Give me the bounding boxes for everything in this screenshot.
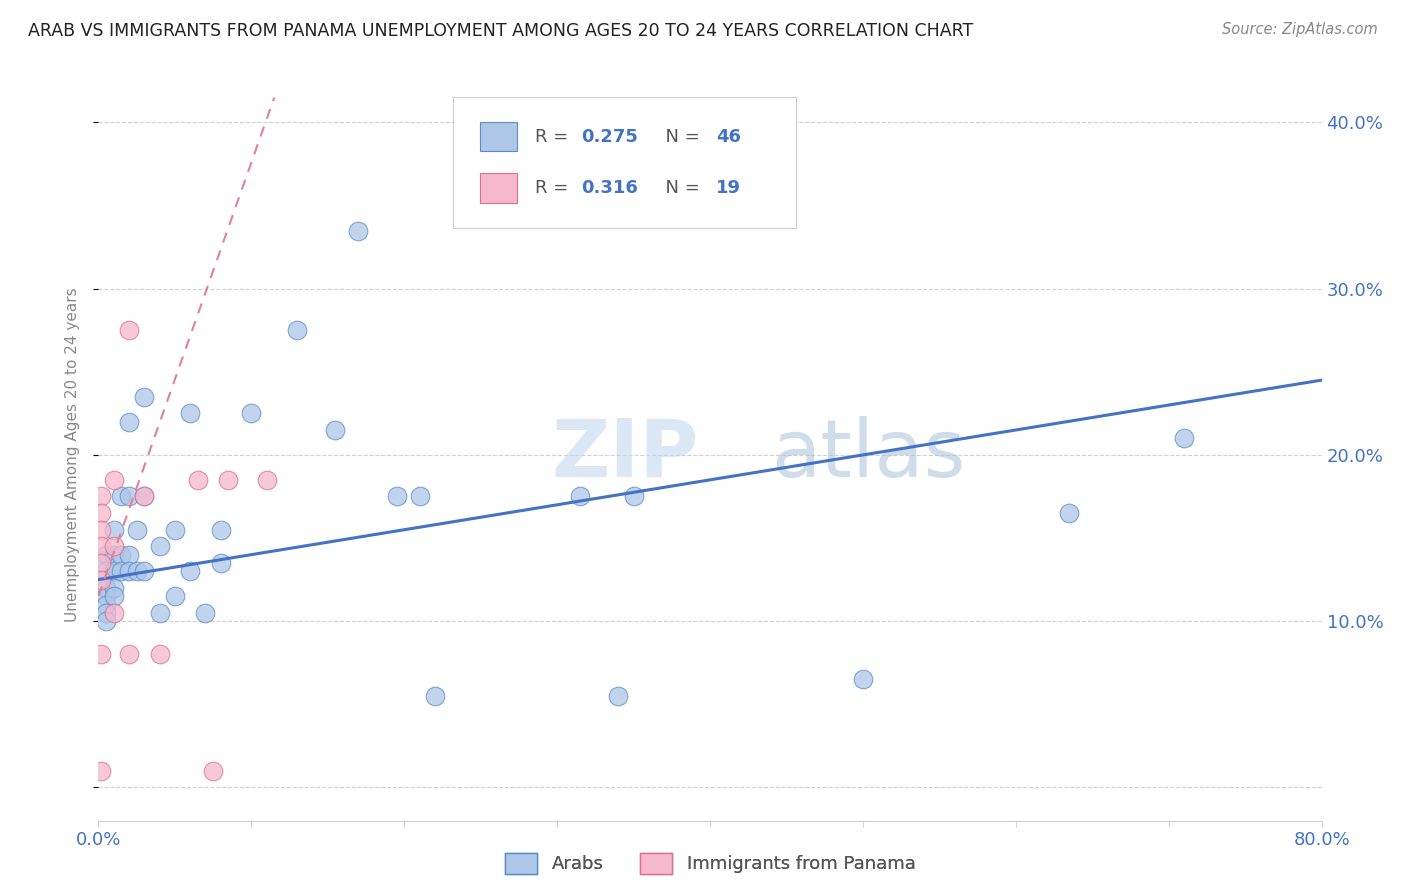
Point	[90, 506, 112, 520]
Text: 19: 19	[716, 179, 741, 197]
Point	[90, 556, 112, 570]
Point	[90, 573, 112, 587]
Point	[1173, 431, 1195, 445]
Point	[209, 523, 232, 537]
Point	[118, 648, 141, 662]
Point	[110, 564, 132, 578]
Point	[187, 473, 209, 487]
Bar	[479, 122, 517, 152]
Point	[240, 406, 263, 420]
Point	[217, 473, 239, 487]
Point	[623, 490, 645, 504]
Point	[103, 539, 125, 553]
Point	[103, 581, 125, 595]
Point	[569, 490, 592, 504]
Point	[94, 598, 117, 612]
Point	[103, 523, 125, 537]
Point	[256, 473, 278, 487]
Point	[202, 764, 225, 778]
Text: 0.275: 0.275	[582, 128, 638, 145]
Point	[90, 648, 112, 662]
Point	[163, 589, 186, 603]
Point	[118, 490, 141, 504]
Point	[149, 539, 172, 553]
Point	[134, 564, 156, 578]
Text: R =: R =	[536, 128, 574, 145]
Point	[134, 490, 156, 504]
Point	[134, 390, 156, 404]
Point	[90, 539, 112, 553]
Point	[408, 490, 430, 504]
Point	[94, 581, 117, 595]
Point	[103, 564, 125, 578]
Point	[125, 523, 148, 537]
Point	[103, 589, 125, 603]
Point	[194, 606, 217, 620]
Point	[149, 606, 172, 620]
Text: Source: ZipAtlas.com: Source: ZipAtlas.com	[1222, 22, 1378, 37]
Text: ARAB VS IMMIGRANTS FROM PANAMA UNEMPLOYMENT AMONG AGES 20 TO 24 YEARS CORRELATIO: ARAB VS IMMIGRANTS FROM PANAMA UNEMPLOYM…	[28, 22, 973, 40]
Point	[1059, 506, 1081, 520]
Point	[110, 490, 132, 504]
Point	[285, 323, 308, 337]
Text: 0.316: 0.316	[582, 179, 638, 197]
Point	[423, 689, 446, 703]
Point	[118, 564, 141, 578]
Text: N =: N =	[654, 179, 706, 197]
FancyBboxPatch shape	[453, 96, 796, 228]
Point	[118, 548, 141, 562]
Y-axis label: Unemployment Among Ages 20 to 24 years: Unemployment Among Ages 20 to 24 years	[65, 287, 80, 623]
Point	[94, 589, 117, 603]
Text: atlas: atlas	[772, 416, 966, 494]
Point	[134, 490, 156, 504]
Point	[103, 548, 125, 562]
Bar	[479, 173, 517, 202]
Text: N =: N =	[654, 128, 706, 145]
Text: ZIP: ZIP	[551, 416, 699, 494]
Legend: Arabs, Immigrants from Panama: Arabs, Immigrants from Panama	[498, 846, 922, 881]
Point	[125, 564, 148, 578]
Point	[179, 406, 201, 420]
Point	[852, 673, 875, 687]
Text: 46: 46	[716, 128, 741, 145]
Point	[209, 556, 232, 570]
Point	[149, 648, 172, 662]
Point	[103, 473, 125, 487]
Point	[90, 490, 112, 504]
Point	[118, 323, 141, 337]
Point	[90, 764, 112, 778]
Point	[385, 490, 408, 504]
Point	[118, 415, 141, 429]
Point	[607, 689, 630, 703]
Point	[163, 523, 186, 537]
Point	[325, 423, 347, 437]
Point	[90, 523, 112, 537]
Point	[347, 223, 370, 237]
Point	[103, 606, 125, 620]
Point	[94, 614, 117, 628]
Text: R =: R =	[536, 179, 574, 197]
Point	[179, 564, 201, 578]
Point	[94, 548, 117, 562]
Point	[94, 564, 117, 578]
Point	[94, 606, 117, 620]
Point	[110, 548, 132, 562]
